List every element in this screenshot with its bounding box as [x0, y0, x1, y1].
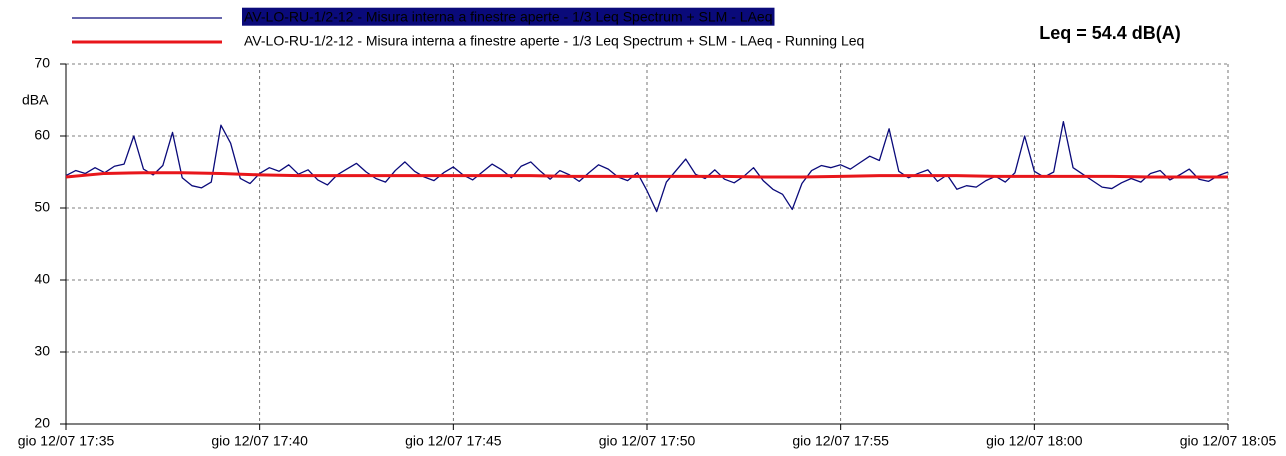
y-tick-label: 40	[34, 271, 50, 287]
legend-label: AV-LO-RU-1/2-12 - Misura interna a fines…	[244, 33, 864, 49]
y-tick-label: 60	[34, 127, 50, 143]
x-tick-label: gio 12/07 18:05	[1180, 433, 1277, 449]
series-line	[65, 171, 1228, 179]
x-tick-label: gio 12/07 17:35	[18, 433, 115, 449]
x-tick-label: gio 12/07 17:45	[405, 433, 502, 449]
x-tick-label: gio 12/07 17:40	[211, 433, 308, 449]
legend-highlight	[242, 7, 775, 26]
y-axis-label: dBA	[22, 92, 49, 108]
y-tick-label: 30	[34, 343, 50, 359]
y-tick-label: 20	[34, 415, 50, 431]
leq-annotation: Leq = 54.4 dB(A)	[1039, 23, 1181, 43]
legend-label: AV-LO-RU-1/2-12 - Misura interna a fines…	[244, 9, 772, 25]
x-tick-label: gio 12/07 18:00	[986, 433, 1083, 449]
y-tick-label: 70	[34, 55, 50, 71]
x-tick-label: gio 12/07 17:50	[599, 433, 696, 449]
x-tick-label: gio 12/07 17:55	[792, 433, 889, 449]
legend-entry: AV-LO-RU-1/2-12 - Misura interna a fines…	[242, 7, 775, 26]
y-tick-label: 50	[34, 199, 50, 215]
legend-entry: AV-LO-RU-1/2-12 - Misura interna a fines…	[244, 33, 864, 49]
